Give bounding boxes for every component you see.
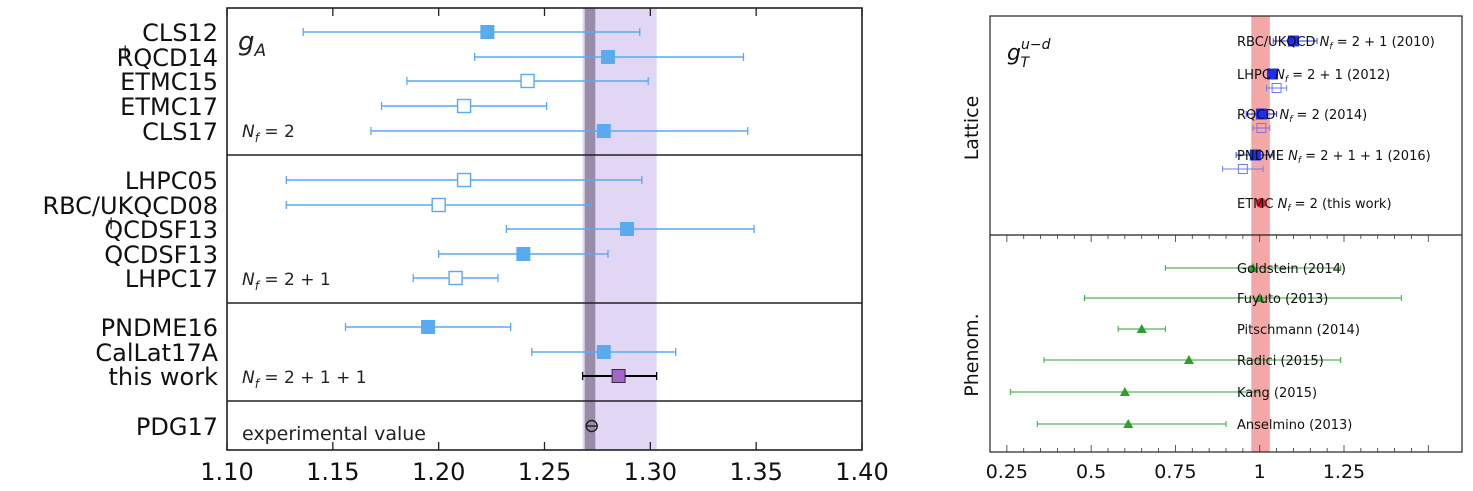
- x-tick-label: 1.20: [412, 458, 465, 486]
- x-tick-label: 0.75: [1154, 461, 1196, 483]
- group-label: Nf = 2 + 1: [242, 270, 331, 293]
- data-point: [1254, 293, 1265, 302]
- row-label: RQCD14: [117, 44, 218, 72]
- group-label: experimental value: [242, 423, 426, 445]
- data-point: [1247, 263, 1258, 272]
- data-point: [596, 345, 611, 359]
- row-label: CLS12: [142, 19, 218, 47]
- central-band: [1251, 16, 1270, 452]
- data-point: [421, 320, 436, 334]
- entry-label: ETMC Nf = 2 (this work): [1237, 197, 1392, 214]
- chart-title: gu−d T: [1007, 37, 1051, 71]
- entry-label: Fuyuto (2013): [1237, 292, 1328, 307]
- data-point: [456, 98, 472, 114]
- x-tick-label: 1.10: [200, 458, 253, 486]
- data-point: [1136, 324, 1147, 333]
- data-point: [456, 172, 472, 188]
- entry-label: LHPC Nf = 2 + 1 (2012): [1237, 68, 1390, 85]
- data-point: [1255, 108, 1267, 120]
- data-point: [1287, 35, 1299, 47]
- data-point: [1256, 123, 1267, 133]
- data-point: [431, 197, 446, 213]
- data-point: [596, 124, 611, 138]
- dagger-mark: †: [122, 44, 129, 60]
- entry-label: PNDME Nf = 2 + 1 + 1 (2016): [1237, 149, 1431, 166]
- data-point: [480, 25, 495, 39]
- data-point: [1249, 149, 1261, 161]
- x-tick-label: 1.25: [518, 458, 571, 486]
- plot-frame: [989, 15, 1463, 453]
- section-label: Phenom.: [961, 313, 983, 396]
- dagger-mark: †: [108, 216, 115, 232]
- data-point: [1237, 164, 1248, 174]
- title-background: [232, 18, 276, 64]
- data-point: [520, 73, 535, 89]
- x-tick-label: 0.5: [1076, 461, 1106, 483]
- group-label: Nf = 2: [242, 122, 295, 145]
- entry-label: RBC/UKQCD Nf = 2 + 1 (2010): [1237, 35, 1435, 52]
- row-label: ETMC15: [120, 68, 218, 96]
- data-point: [448, 270, 463, 286]
- row-label: RBC/UKQCD08: [42, 192, 218, 220]
- row-label: CalLat17A: [95, 339, 218, 367]
- row-label: ETMC17: [120, 93, 218, 121]
- row-label: this work: [109, 363, 219, 391]
- entry-label: Pitschmann (2014): [1237, 323, 1360, 338]
- data-point: [620, 222, 635, 236]
- entry-label: Anselmino (2013): [1237, 418, 1352, 433]
- data-point: [611, 369, 626, 383]
- row-label: LHPC17: [125, 265, 218, 293]
- entry-label: RQCD Nf = 2 (2014): [1237, 108, 1367, 125]
- entry-label: Radici (2015): [1237, 354, 1324, 369]
- section-label: Lattice: [961, 96, 983, 161]
- x-tick-label: 1.35: [729, 458, 782, 486]
- chart-title: gA: [238, 27, 266, 61]
- data-point: [601, 50, 615, 64]
- data-point: [1119, 387, 1130, 396]
- gt-chart: Lattice RBC/UKQCD Nf = 2 + 1 (2010) LHPC N…: [961, 15, 1463, 483]
- x-tick-label: 1.40: [835, 458, 888, 486]
- x-tick-label: 1.30: [624, 458, 677, 486]
- row-label: QCDSF13: [104, 241, 218, 269]
- entry-label: Goldstein (2014): [1237, 262, 1346, 277]
- x-tick-label: 0.25: [986, 461, 1028, 483]
- group-label: Nf = 2 + 1 + 1: [242, 368, 367, 391]
- data-point: [1267, 68, 1279, 80]
- data-point: [1256, 198, 1267, 208]
- data-point: [1123, 419, 1134, 428]
- row-label: PDG17: [136, 413, 218, 441]
- data-point: [516, 247, 531, 261]
- row-label: LHPC05: [125, 167, 218, 195]
- data-point: [1271, 83, 1282, 93]
- data-point: [1183, 355, 1194, 364]
- row-label: PNDME16: [101, 314, 218, 342]
- row-label: CLS17: [142, 118, 218, 146]
- row-label: QCDSF13: [104, 216, 218, 244]
- x-tick-label: 1.25: [1323, 461, 1365, 483]
- x-tick-label: 1: [1254, 461, 1266, 483]
- entry-label: Kang (2015): [1237, 386, 1317, 401]
- x-tick-label: 1.15: [306, 458, 359, 486]
